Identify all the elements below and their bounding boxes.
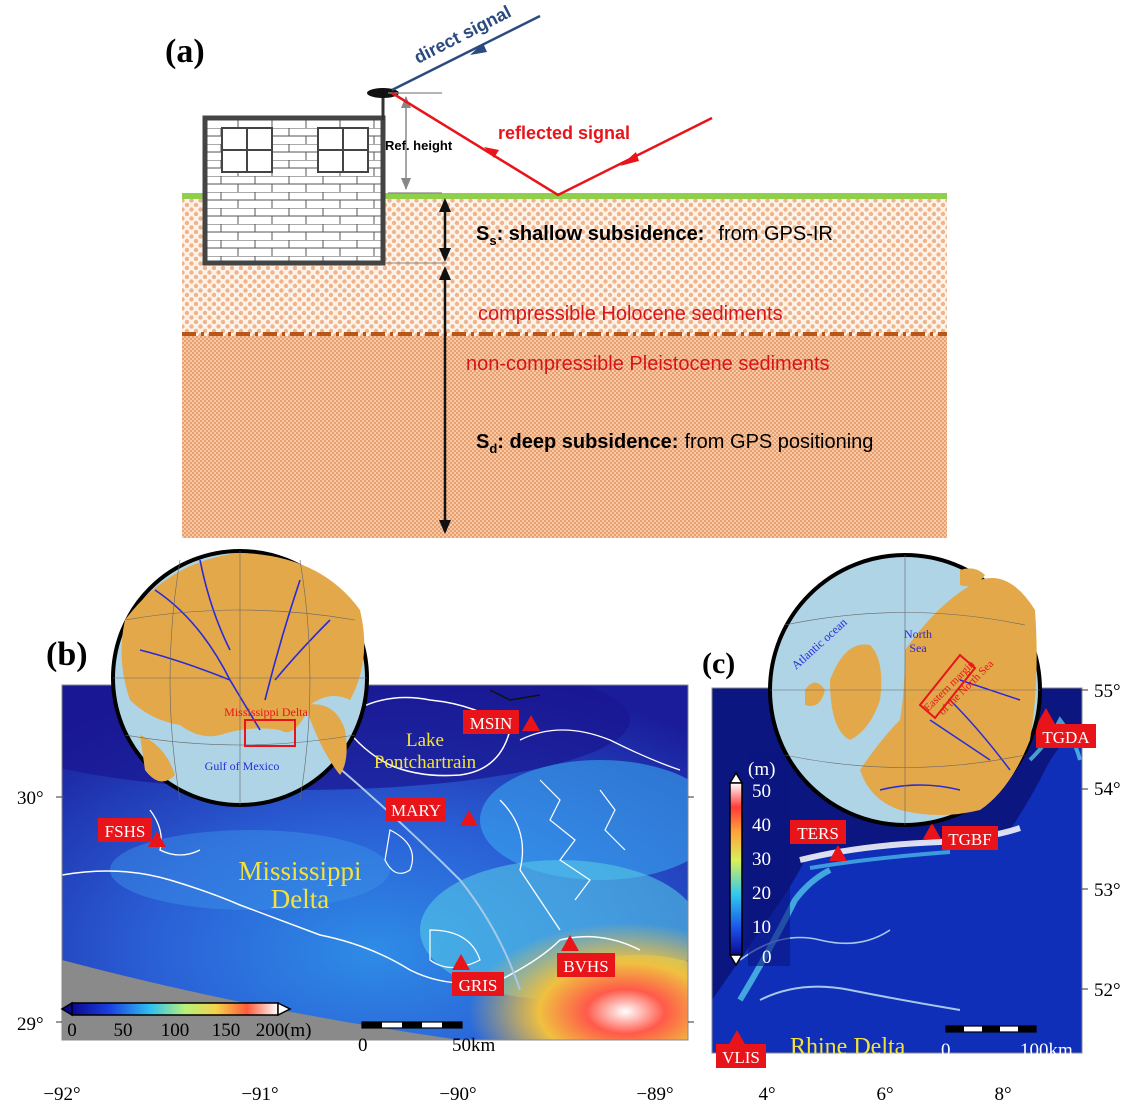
station-mary-label: MARY <box>391 801 441 820</box>
lat-tick-54: 54° <box>1094 779 1121 800</box>
station-msin-label: MSIN <box>470 714 513 733</box>
panel-c-globe: Atlantic ocean North Sea Eastern marginof… <box>768 553 1042 827</box>
panel-a: (a) Ref. height direct signal reflected <box>165 2 947 538</box>
ref-height-label: Ref. height <box>385 138 453 153</box>
lon-tick-6: 6° <box>876 1084 893 1105</box>
station-tgbf-label: TGBF <box>948 830 991 849</box>
cb-b-tick-200: 200 <box>256 1020 285 1041</box>
cb-c-unit: (m) <box>748 759 775 780</box>
panel-b-label: (b) <box>46 636 88 673</box>
pleistocene-layer <box>182 336 947 538</box>
cb-c-tick-30: 30 <box>752 849 771 870</box>
scalebar-c-end: 100km <box>1020 1040 1073 1061</box>
cb-b-unit: (m) <box>284 1020 311 1041</box>
scalebar-b-start: 0 <box>358 1035 368 1056</box>
panel-c: 55° 54° 53° 52° 4° 6° 8° (m) 50 40 30 20… <box>702 553 1121 1105</box>
lat-tick-52: 52° <box>1094 980 1121 1001</box>
lon-tick-92: −92° <box>43 1084 80 1105</box>
station-ters-label: TERS <box>797 824 839 843</box>
reflected-signal-label: reflected signal <box>498 123 630 143</box>
scalebar-c-start: 0 <box>941 1040 951 1061</box>
panel-c-scalebar: 0 100km <box>941 1025 1073 1061</box>
building-windows <box>221 127 369 173</box>
station-fshs: FSHS <box>98 818 166 847</box>
cb-c-tick-0: 0 <box>762 947 772 968</box>
mississippi-delta-label: Mississippi Delta <box>238 856 361 914</box>
lake-pontchartrain-label: Lake Pontchartrain <box>374 730 477 773</box>
cb-b-tick-0: 0 <box>67 1020 77 1041</box>
gps-antenna <box>367 88 399 98</box>
station-ters: TERS <box>790 820 847 861</box>
station-tgda: TGDA <box>1036 708 1096 748</box>
direct-signal-label: direct signal <box>411 2 515 68</box>
panel-b-lon-ticks: −92° −91° −90° −89° <box>43 1084 673 1105</box>
panel-b-globe: Mississippi Delta Gulf of Mexico <box>111 549 369 807</box>
station-fshs-label: FSHS <box>105 822 146 841</box>
station-msin: MSIN <box>463 710 540 734</box>
lon-tick-91: −91° <box>241 1084 278 1105</box>
cb-b-tick-50: 50 <box>114 1020 133 1041</box>
station-tgda-label: TGDA <box>1042 728 1090 747</box>
deep-subsidence-label: Sd: deep subsidence: from GPS positioning <box>476 431 873 456</box>
cb-c-tick-20: 20 <box>752 883 771 904</box>
lon-tick-8: 8° <box>994 1084 1011 1105</box>
pleistocene-label: non-compressible Pleistocene sediments <box>466 353 830 375</box>
cb-b-tick-150: 150 <box>212 1020 241 1041</box>
station-vlis-label: VLIS <box>722 1048 760 1067</box>
panel-b-colorbar: 0 50 100 150 200 (m) <box>60 1001 311 1041</box>
direct-signal-ray <box>391 14 541 92</box>
shallow-subsidence-label: Ss: shallow subsidence: from GPS-IR <box>476 223 833 248</box>
panel-a-label: (a) <box>165 33 205 70</box>
lon-tick-4: 4° <box>758 1084 775 1105</box>
lat-tick-53: 53° <box>1094 880 1121 901</box>
cb-c-tick-10: 10 <box>752 917 771 938</box>
station-gris-label: GRIS <box>459 976 498 995</box>
panel-c-lon-ticks: 4° 6° 8° <box>758 1084 1011 1105</box>
cb-b-tick-100: 100 <box>161 1020 190 1041</box>
panel-c-label: (c) <box>702 647 735 680</box>
rhine-delta-label: Rhine Delta <box>790 1034 906 1060</box>
lon-tick-90: −90° <box>439 1084 476 1105</box>
cb-c-tick-50: 50 <box>752 781 771 802</box>
station-mary: MARY <box>386 797 478 826</box>
holocene-label: compressible Holocene sediments <box>478 303 783 325</box>
panel-c-colorbar: (m) 50 40 30 20 10 0 <box>728 752 790 968</box>
scalebar-b-end: 50km <box>452 1035 496 1056</box>
globe-north-sea-label: North Sea <box>904 627 932 655</box>
panel-b: 30° 29° −92° −91° −90° −89° Mississippi D… <box>17 549 694 1105</box>
lat-tick-30: 30° <box>17 788 44 809</box>
globe-delta-label: Mississippi Delta <box>224 705 308 719</box>
lon-tick-89: −89° <box>636 1084 673 1105</box>
cb-c-tick-40: 40 <box>752 815 771 836</box>
panel-c-lat-ticks: 55° 54° 53° 52° <box>1082 681 1121 1001</box>
reflected-signal-ray <box>391 91 713 197</box>
panel-b-lat-ticks: 30° 29° <box>17 788 694 1035</box>
station-bvhs-label: BVHS <box>563 957 608 976</box>
lat-tick-29: 29° <box>17 1014 44 1035</box>
globe-gulf-label: Gulf of Mexico <box>205 759 280 773</box>
station-bvhs: BVHS <box>557 935 615 977</box>
station-gris: GRIS <box>452 954 504 996</box>
station-tgbf: TGBF <box>923 823 998 850</box>
lat-tick-55: 55° <box>1094 681 1121 702</box>
station-vlis: VLIS <box>716 1030 766 1068</box>
panel-b-scalebar: 0 50km <box>358 1021 496 1056</box>
grass-surface <box>182 193 947 199</box>
